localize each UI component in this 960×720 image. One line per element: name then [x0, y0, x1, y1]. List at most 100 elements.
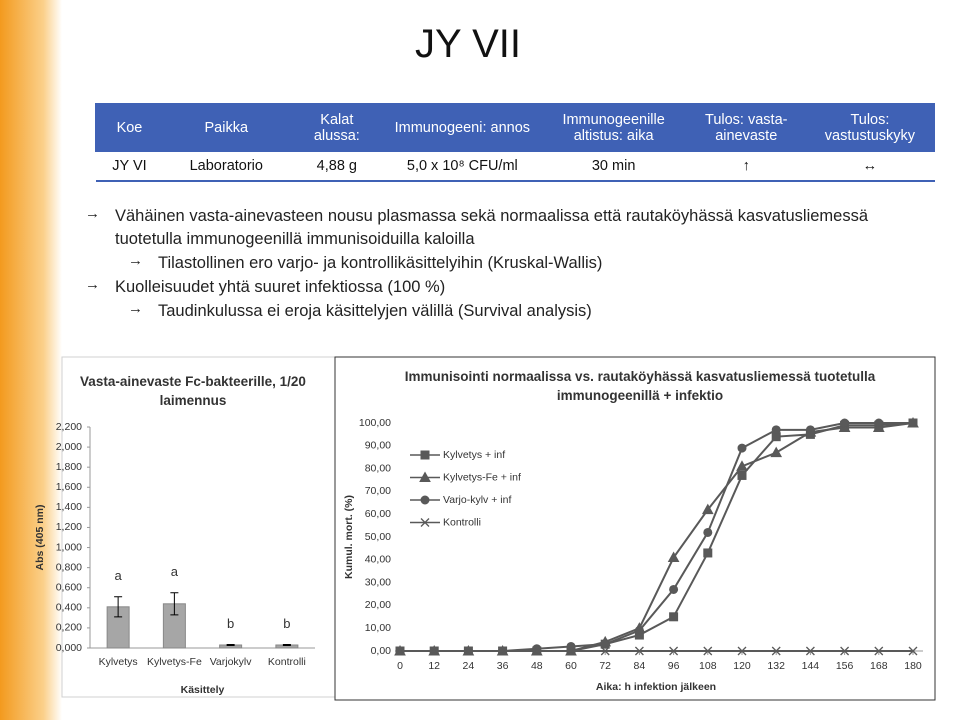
- bullet-arrow: →: [85, 276, 100, 293]
- marker: [634, 630, 644, 640]
- marker: [805, 429, 815, 439]
- marker: [907, 416, 919, 428]
- marker: [771, 432, 781, 442]
- x-tick-label: 108: [699, 660, 717, 672]
- x-axis-label: Aika: h infektion jälkeen: [596, 681, 716, 693]
- marker: [908, 646, 918, 656]
- slide-title: JY VII: [415, 22, 521, 66]
- marker: [498, 646, 508, 656]
- y-tick-label: 20,00: [365, 599, 391, 611]
- marker: [429, 646, 439, 656]
- marker: [429, 646, 439, 656]
- marker: [908, 418, 918, 428]
- table: Koe Paikka Kalat alussa: Immunogeeni: annos…: [95, 103, 936, 182]
- header-cell: Paikka: [162, 103, 290, 152]
- marker: [566, 641, 576, 651]
- y-tick-label: 40,00: [365, 554, 391, 566]
- header-cell: Kalat alussa:: [288, 103, 386, 152]
- x-tick-label: Kylvetys: [99, 656, 138, 668]
- bullet-arrow: →: [128, 300, 143, 317]
- marker: [634, 646, 644, 656]
- marker: [634, 625, 644, 635]
- table-row: JY VI Laboratorio 4,88 g 5,0 x 10⁸ CFU/ml 30…: [95, 151, 935, 182]
- marker: [496, 644, 509, 656]
- marker: [874, 420, 884, 430]
- annotation: b: [283, 616, 290, 631]
- marker: [420, 495, 430, 505]
- annotation: a: [171, 564, 179, 579]
- marker: [703, 646, 713, 656]
- marker: [874, 418, 884, 428]
- bar: [275, 644, 299, 649]
- marker: [874, 646, 884, 656]
- series-line: [400, 422, 913, 652]
- x-tick-label: 144: [802, 660, 820, 672]
- table-cell: 5,0 x 10⁸ CFU/ml: [384, 151, 541, 182]
- y-tick-label: 70,00: [365, 485, 391, 497]
- chart-title: Vasta-ainevaste Fc-bakteerille, 1/20 lai…: [80, 374, 306, 408]
- header-cell: Immunogeeni: annos: [384, 103, 541, 152]
- marker: [771, 646, 781, 656]
- x-tick-label: 24: [463, 660, 475, 672]
- marker: [498, 646, 508, 656]
- error-bar: [226, 643, 235, 646]
- x-tick-label: 48: [531, 660, 543, 672]
- marker: [428, 644, 441, 656]
- bullet-arrow: →: [128, 252, 143, 269]
- marker: [840, 418, 850, 428]
- marker: [737, 443, 747, 453]
- marker: [600, 639, 610, 649]
- marker: [703, 548, 713, 558]
- series-line: [400, 422, 914, 652]
- marker: [462, 644, 475, 656]
- x-tick-label: 156: [836, 660, 854, 672]
- marker: [566, 646, 576, 656]
- table-cell: ↑: [687, 151, 806, 182]
- x-tick-label: 0: [397, 660, 403, 672]
- x-tick-label: 84: [634, 660, 646, 672]
- x-tick-label: Kylvetys-Fe: [147, 656, 202, 668]
- y-tick-label: 80,00: [365, 462, 391, 474]
- header-cell: Tulos: vastustuskyky: [804, 103, 936, 152]
- marker: [770, 446, 783, 458]
- y-tick-label: 100,00: [359, 417, 391, 429]
- table-body: JY VI Laboratorio 4,88 g 5,0 x 10⁸ CFU/ml 30…: [95, 151, 935, 182]
- table-cell: JY VI: [95, 151, 164, 182]
- marker: [566, 646, 576, 656]
- y-tick-label: 60,00: [365, 508, 391, 520]
- marker: [394, 644, 406, 656]
- marker: [395, 646, 405, 656]
- marker: [420, 518, 430, 527]
- table-cell: Laboratorio: [163, 151, 290, 182]
- bullet-text: Kuolleisuudet yhtä suuret infektiossa (1…: [115, 278, 446, 296]
- annotation: b: [227, 616, 234, 631]
- legend-label: Kylvetys + inf: [443, 449, 505, 461]
- header-cell: Tulos: vasta-ainevaste: [686, 103, 806, 152]
- bar: [219, 644, 243, 649]
- x-tick-label: 36: [497, 660, 509, 672]
- marker: [532, 646, 542, 656]
- y-tick-label: 50,00: [365, 531, 391, 543]
- x-tick-label: 12: [428, 660, 440, 672]
- error-bar: [114, 596, 123, 618]
- marker: [840, 646, 850, 656]
- marker: [804, 426, 817, 437]
- marker: [840, 420, 850, 430]
- marker: [872, 421, 885, 433]
- marker: [599, 635, 612, 647]
- marker: [419, 471, 431, 482]
- marker: [429, 646, 439, 656]
- x-tick-label: 132: [767, 660, 785, 672]
- legend-label: Varjo-kylv + inf: [443, 494, 511, 506]
- x-tick-label: 60: [565, 660, 577, 672]
- header-cell: Immunogeenille altistus: aika: [539, 103, 688, 152]
- x-tick-label: 120: [733, 660, 751, 672]
- x-tick-label: Kontrolli: [268, 656, 306, 668]
- marker: [463, 646, 473, 656]
- bullet-text: Vähäinen vasta-ainevasteen nousu plasmas…: [115, 207, 869, 248]
- y-tick-label: 0,00: [371, 645, 392, 657]
- marker: [669, 584, 679, 594]
- x-tick-label: 96: [668, 660, 680, 672]
- x-tick-label: 180: [904, 660, 922, 672]
